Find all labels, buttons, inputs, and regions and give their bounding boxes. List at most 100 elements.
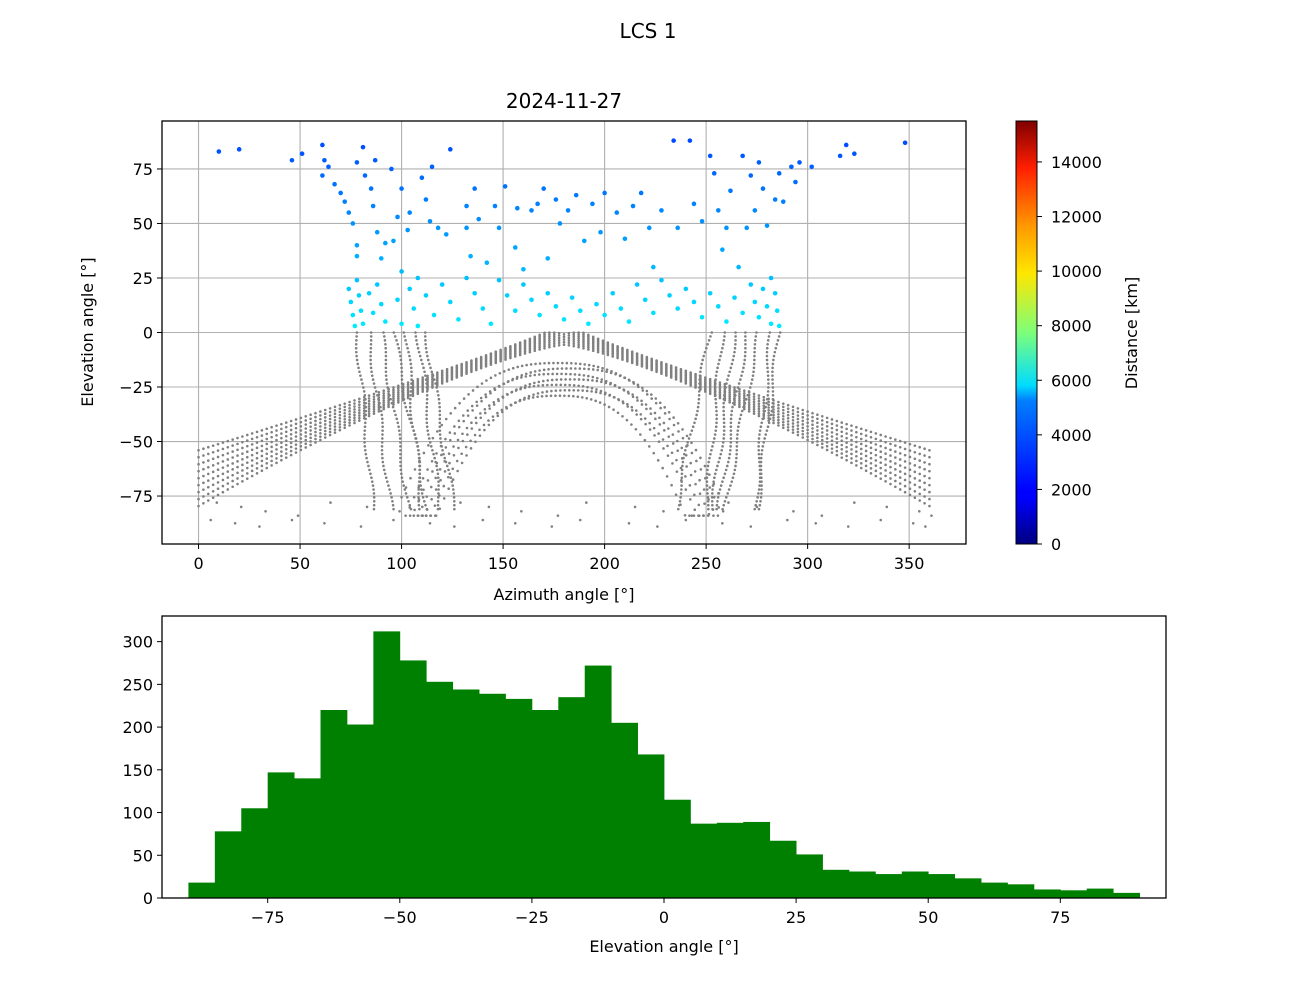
scatter-point-below-horizon: [557, 339, 561, 342]
scatter-point-below-horizon: [381, 429, 384, 432]
scatter-point-below-horizon: [343, 408, 347, 412]
scatter-point-below-horizon: [451, 478, 455, 481]
scatter-point-below-horizon: [487, 423, 491, 427]
scatter-point-below-horizon: [739, 378, 742, 381]
scatter-point-below-horizon: [284, 434, 288, 438]
scatter-point-below-horizon: [742, 405, 745, 409]
scatter-point-below-horizon: [718, 389, 722, 392]
scatter-point-below-horizon: [370, 370, 373, 374]
scatter-point-below-horizon: [372, 499, 376, 503]
scatter-point-below-horizon: [385, 382, 389, 385]
scatter-point-below-horizon: [426, 468, 429, 471]
scatter-point-below-horizon: [440, 423, 444, 427]
scatter-point-below-horizon: [202, 481, 205, 485]
y-tick-label: 50: [133, 846, 153, 865]
scatter-point-below-horizon: [727, 488, 731, 491]
scatter-point-below-horizon: [744, 342, 747, 346]
scatter-point-below-horizon: [568, 383, 571, 387]
scatter-point-below-horizon: [898, 458, 902, 461]
scatter-point-below-horizon: [503, 370, 506, 373]
scatter-point-below-horizon: [409, 417, 413, 421]
scatter-point-below-horizon: [757, 414, 761, 418]
scatter-point-below-horizon: [752, 395, 756, 398]
scatter-point-below-horizon: [573, 378, 576, 381]
scatter-point-below-horizon: [226, 464, 230, 467]
scatter-point-below-horizon: [639, 417, 643, 421]
scatter-point-below-horizon: [683, 452, 686, 456]
scatter-point-below-horizon: [781, 405, 785, 409]
scatter-point: [521, 282, 526, 287]
scatter-point-below-horizon: [679, 380, 683, 383]
scatter-point-below-horizon: [409, 390, 413, 393]
scatter-point-below-horizon: [733, 346, 737, 350]
scatter-point-below-horizon: [265, 442, 269, 446]
scatter-point-below-horizon: [482, 423, 486, 427]
scatter-point-below-horizon: [483, 428, 486, 432]
scatter-point-below-horizon: [726, 460, 730, 464]
scatter-point-below-horizon: [528, 345, 532, 348]
scatter-point-below-horizon: [567, 394, 571, 398]
scatter-point-below-horizon: [760, 448, 764, 452]
scatter-point-below-horizon: [572, 344, 576, 348]
scatter-point-below-horizon: [908, 455, 912, 459]
scatter-point: [736, 264, 741, 270]
scatter-point-below-horizon: [323, 408, 327, 412]
scatter-point-below-horizon: [667, 435, 671, 438]
scatter-point-below-horizon: [576, 395, 580, 398]
scatter-point-below-horizon: [284, 430, 288, 434]
scatter-point-below-horizon: [413, 433, 416, 436]
scatter-point-below-horizon: [513, 355, 517, 358]
scatter-point: [618, 306, 624, 311]
scatter-point: [512, 308, 518, 313]
scatter-point-below-horizon: [855, 430, 858, 434]
scatter-point-below-horizon: [801, 408, 805, 412]
scatter-point-below-horizon: [358, 400, 361, 404]
scatter-point-below-horizon: [924, 525, 927, 528]
scatter-point-below-horizon: [676, 449, 679, 452]
scatter-point-below-horizon: [703, 350, 707, 354]
scatter-point-below-horizon: [523, 352, 527, 355]
scatter-point-below-horizon: [747, 398, 751, 402]
scatter-point-below-horizon: [718, 456, 722, 460]
scatter-point-below-horizon: [376, 393, 379, 397]
scatter-point-below-horizon: [707, 503, 710, 507]
scatter-point: [809, 164, 814, 170]
scatter-point-below-horizon: [641, 389, 645, 392]
scatter-point-below-horizon: [245, 433, 249, 437]
scatter-point-below-horizon: [514, 389, 518, 392]
histogram-bar: [875, 874, 903, 898]
scatter-point-below-horizon: [370, 374, 374, 377]
scatter-point-below-horizon: [894, 473, 897, 477]
scatter-point-below-horizon: [771, 386, 775, 389]
scatter-point-below-horizon: [767, 408, 770, 412]
scatter-point-below-horizon: [739, 413, 743, 417]
scatter-point-below-horizon: [409, 362, 413, 366]
scatter-point-below-horizon: [399, 452, 402, 456]
scatter-point-below-horizon: [591, 375, 595, 379]
scatter-point-below-horizon: [656, 459, 660, 462]
scatter-point-below-horizon: [392, 388, 395, 392]
scatter-point-below-horizon: [363, 441, 366, 444]
scatter-point-below-horizon: [552, 340, 556, 343]
scatter-point-below-horizon: [731, 358, 735, 362]
scatter-point-below-horizon: [406, 346, 409, 350]
scatter-point-below-horizon: [791, 415, 795, 419]
scatter-point-below-horizon: [665, 374, 668, 377]
scatter-point-below-horizon: [538, 369, 541, 372]
scatter-point: [740, 310, 745, 316]
scatter-point-below-horizon: [434, 476, 437, 480]
scatter-point-below-horizon: [319, 417, 322, 421]
scatter-point-below-horizon: [820, 431, 824, 434]
scatter-point-below-horizon: [367, 409, 371, 413]
scatter-point-below-horizon: [697, 397, 701, 401]
scatter-point-below-horizon: [728, 452, 732, 456]
scatter-point-below-horizon: [401, 386, 404, 389]
scatter-point-below-horizon: [304, 446, 308, 449]
scatter-point-below-horizon: [712, 480, 715, 483]
scatter-point-below-horizon: [434, 460, 437, 464]
scatter-point-below-horizon: [874, 448, 878, 452]
scatter-point-below-horizon: [353, 413, 356, 417]
scatter-point: [370, 203, 376, 209]
scatter-point: [760, 186, 766, 191]
scatter-point-below-horizon: [418, 476, 421, 480]
